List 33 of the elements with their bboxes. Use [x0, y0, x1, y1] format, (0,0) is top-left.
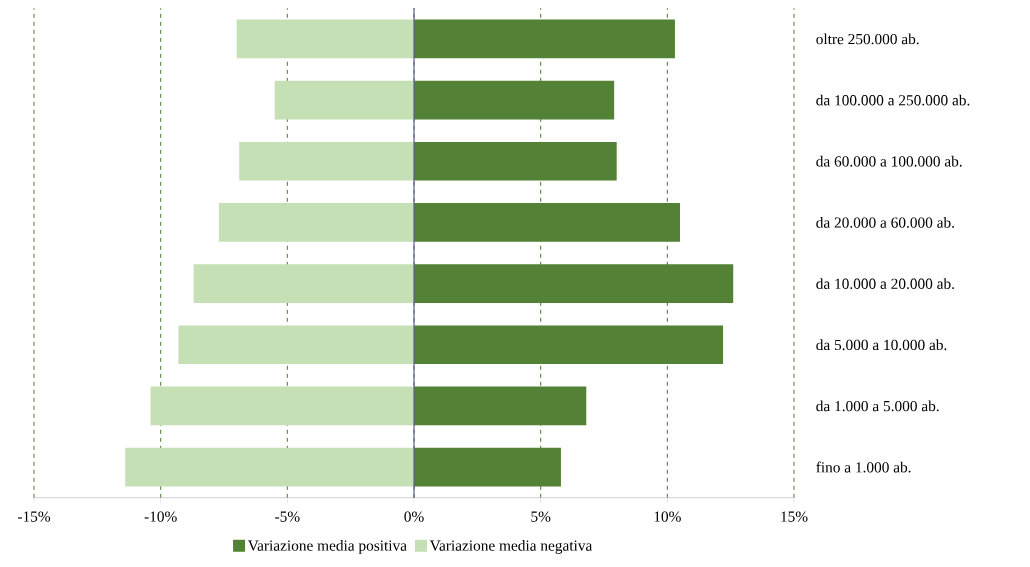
- bar: [236, 19, 415, 59]
- bar: [414, 447, 561, 487]
- bar: [239, 141, 415, 181]
- bar: [414, 19, 675, 59]
- x-tick-label: 0%: [404, 511, 424, 522]
- y-tick-label: da 10.000 a 20.000 ab.: [816, 278, 954, 289]
- bar: [414, 203, 681, 242]
- bar: [414, 325, 724, 365]
- y-tick-label: da 1.000 a 5.000 ab.: [816, 400, 939, 412]
- y-tick-label: da 20.000 a 60.000 ab.: [816, 216, 954, 228]
- bar: [150, 386, 415, 426]
- legend-label: Variazione media positiva: [247, 539, 407, 554]
- y-tick-label: da 5.000 a 10.000 ab.: [816, 339, 947, 351]
- y-tick-label: da 100.000 a 250.000 ab.: [816, 94, 970, 106]
- x-tick-label: -10%: [144, 511, 177, 522]
- bar: [414, 141, 617, 181]
- bar: [178, 325, 415, 365]
- legend-label: Variazione media negativa: [429, 539, 593, 554]
- bar: [218, 203, 415, 242]
- y-tick-label: fino a 1.000 ab.: [816, 461, 911, 473]
- bar: [414, 264, 734, 303]
- x-tick-label: 15%: [781, 511, 808, 522]
- y-tick-label: da 60.000 a 100.000 ab.: [816, 155, 962, 167]
- x-tick-label: -5%: [275, 511, 300, 522]
- x-tick-label: 10%: [654, 511, 681, 522]
- bar: [414, 386, 587, 426]
- bar: [274, 80, 415, 120]
- y-tick-label: oltre 250.000 ab.: [816, 33, 919, 45]
- bar: [414, 80, 615, 120]
- bar: [193, 264, 415, 303]
- x-tick-label: 5%: [531, 511, 551, 522]
- x-tick-label: -15%: [17, 511, 51, 522]
- bar: [125, 447, 415, 487]
